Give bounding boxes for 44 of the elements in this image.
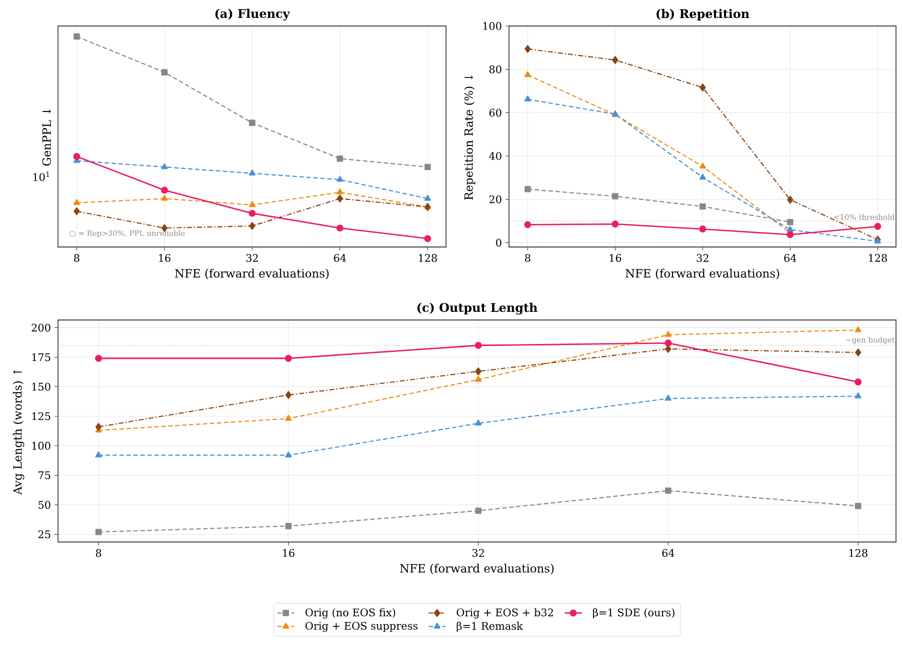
y-tick-label: 75 [38,471,50,480]
legend-label: Orig + EOS + b32 [456,608,553,619]
x-axis-title: NFE (forward evaluations) [626,268,780,280]
x-tick-label: 16 [610,254,622,262]
y-tick-label: 60 [489,108,502,117]
legend-label: Orig (no EOS fix) [305,608,396,619]
y-tick-label: 80 [489,65,502,74]
y-tick-label: 20 [489,195,502,204]
y-axis-title: GenPPL ↓ [42,109,51,166]
y-tick-label: 200 [32,324,50,332]
x-tick-label: 128 [868,254,887,262]
x-axis-title: NFE (forward evaluations) [175,268,329,280]
y-axis-title: Repetition Rate (%) ↓ [464,75,476,200]
y-tick-label: 50 [38,500,50,509]
x-tick-label: 16 [283,549,294,557]
y-axis-title: Avg Length (words) ↑ [12,370,24,495]
x-tick-label: 64 [784,254,796,262]
x-tick-label: 32 [246,254,258,262]
x-tick-label: 8 [74,254,80,262]
legend-label: Orig + EOS suppress [305,622,418,632]
x-tick-label: 8 [525,254,530,262]
y-tick-label: 150 [32,382,50,391]
y-tick-label: 40 [489,152,502,160]
y-tick-label: 100 [32,442,50,450]
x-tick-label: 64 [334,254,346,262]
chart-title: (b) Repetition [656,8,750,20]
legend-label: β=1 Remask [456,622,523,632]
x-tick-label: 32 [696,254,708,262]
y-tick-label: 0 [496,238,502,247]
y-tick-label: 25 [38,530,50,538]
y-tick-label: 175 [32,353,50,362]
text: 10$^{1}$ [33,172,50,182]
y-tick-label: 125 [32,412,50,420]
x-tick-label: 64 [662,549,674,557]
x-tick-label: 128 [418,254,437,262]
x-tick-label: 8 [96,549,102,557]
legend-label: β=1 SDE (ours) [593,608,674,618]
chart-title: (a) Fluency [215,8,290,20]
x-tick-label: 32 [472,549,484,557]
x-tick-label: 16 [159,254,170,262]
y-tick-label: 100 [483,22,502,30]
x-tick-label: 128 [849,549,868,557]
x-axis-title: NFE (forward evaluations) [400,564,554,574]
chart-title: (c) Output Length [417,302,538,314]
